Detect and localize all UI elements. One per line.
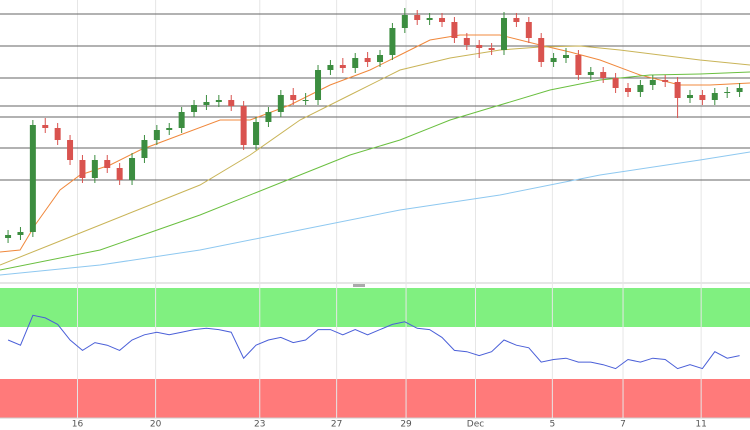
candle-body xyxy=(525,22,532,38)
x-tick-label: 5 xyxy=(549,420,555,430)
x-tick-label: 23 xyxy=(254,420,265,430)
candle-body xyxy=(253,122,260,145)
candle-body xyxy=(228,100,235,106)
x-tick-label: 20 xyxy=(150,420,162,430)
candle-body xyxy=(277,95,284,112)
candle-body xyxy=(364,58,371,62)
moving-average xyxy=(0,151,750,276)
x-tick-label: 29 xyxy=(400,420,412,430)
candle-body xyxy=(377,55,384,62)
candle-body xyxy=(736,88,743,92)
candle-body xyxy=(352,58,359,68)
candle-body xyxy=(563,55,570,58)
x-tick-label: 7 xyxy=(620,420,626,430)
candle-body xyxy=(439,18,446,22)
candle-body xyxy=(674,82,681,98)
candle-body xyxy=(637,85,644,92)
candle-body xyxy=(203,102,210,105)
moving-average xyxy=(0,45,750,266)
candle-body xyxy=(501,18,508,50)
candle-body xyxy=(488,48,495,50)
candle-body xyxy=(29,125,36,232)
candle-body xyxy=(265,112,272,122)
resize-handle[interactable] xyxy=(353,284,365,287)
candle-body xyxy=(166,128,173,130)
candle-body xyxy=(451,22,458,38)
candle-body xyxy=(215,100,222,102)
candle-body xyxy=(42,125,49,128)
candle-body xyxy=(624,88,631,92)
candle-body xyxy=(476,45,483,48)
candle-body xyxy=(104,160,111,168)
candle-body xyxy=(711,93,718,100)
candle-body xyxy=(79,160,86,178)
candle-body xyxy=(129,158,136,180)
x-tick-label: 16 xyxy=(72,420,84,430)
candle-body xyxy=(153,130,160,140)
candle-body xyxy=(513,18,520,22)
candle-body xyxy=(54,128,61,140)
candle-body xyxy=(141,140,148,158)
overbought-zone xyxy=(0,288,750,327)
x-tick-label: 27 xyxy=(331,420,342,430)
candle-body xyxy=(426,18,433,20)
candle-body xyxy=(600,72,607,78)
candle-body xyxy=(414,15,421,20)
candle-body xyxy=(315,70,322,100)
candle-body xyxy=(401,15,408,28)
candle-body xyxy=(67,140,74,160)
candle-body xyxy=(538,38,545,62)
candle-body xyxy=(686,95,693,98)
candle-body xyxy=(339,65,346,68)
candle-body xyxy=(550,58,557,62)
rsi-line xyxy=(7,314,740,370)
candle-body xyxy=(575,55,582,75)
candle-body xyxy=(612,78,619,88)
candle-body xyxy=(389,28,396,55)
oversold-zone xyxy=(0,379,750,418)
candle-body xyxy=(178,112,185,128)
candle-body xyxy=(327,65,334,70)
candle-body xyxy=(587,72,594,75)
candle-body xyxy=(463,38,470,45)
candle-body xyxy=(290,95,297,100)
candle-body xyxy=(302,100,309,101)
candle-body xyxy=(91,160,98,178)
candle-body xyxy=(5,235,12,238)
x-tick-label: Dec xyxy=(467,420,484,430)
x-tick-label: 11 xyxy=(695,420,706,430)
candle-body xyxy=(724,92,731,93)
candle-body xyxy=(240,106,247,145)
candle-body xyxy=(191,105,198,112)
candle-body xyxy=(699,95,706,100)
candle-body xyxy=(649,80,656,85)
moving-average xyxy=(0,71,750,271)
moving-average xyxy=(0,34,750,253)
candle-body xyxy=(662,80,669,82)
candle-body xyxy=(116,168,123,180)
candle-body xyxy=(17,232,24,235)
